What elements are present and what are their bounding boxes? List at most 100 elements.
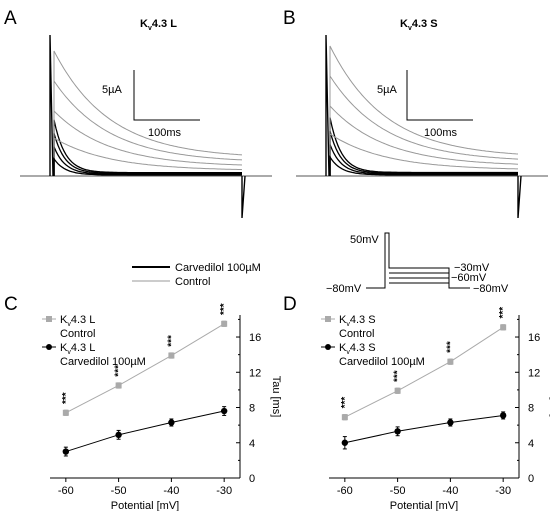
- scale-bar-a-current: 5µA: [102, 84, 122, 96]
- trace-control: [329, 133, 518, 176]
- legend-label-line2: Control: [339, 328, 374, 340]
- scale-bar-b-current: 5µA: [377, 84, 397, 96]
- significance-marker: ***: [393, 370, 404, 382]
- x-tick-label: -60: [337, 485, 353, 497]
- trace-carvedilol: [329, 155, 518, 176]
- protocol-step-top-label: −30mV: [454, 262, 490, 274]
- data-point-square: [341, 414, 348, 421]
- data-point-circle: [341, 439, 349, 446]
- trace-carvedilol: [329, 144, 518, 176]
- current-traces-a: [20, 34, 272, 219]
- trace-control: [53, 50, 243, 176]
- trace-carvedilol: [53, 133, 242, 176]
- x-tick-label: -40: [163, 485, 179, 497]
- legend-label-line2: Carvedilol 100µM: [60, 356, 146, 368]
- trace-control: [53, 109, 243, 176]
- panel-letter-d: D: [283, 294, 297, 315]
- data-point-square: [500, 324, 507, 331]
- panel-letter-a: A: [4, 8, 17, 29]
- panel-letter-b: B: [283, 8, 296, 29]
- legend-label: Kv4.3 L: [60, 342, 95, 356]
- data-point-square: [62, 409, 69, 416]
- series-line-1: [344, 414, 504, 444]
- protocol-return-label: −80mV: [473, 283, 509, 295]
- data-point-square: [221, 320, 228, 327]
- trace-carvedilol: [53, 146, 242, 176]
- significance-marker: ***: [498, 307, 509, 319]
- series-line-1: [65, 410, 225, 453]
- trace-onset-artifact: [325, 34, 330, 177]
- data-point-square: [115, 382, 122, 389]
- data-point-circle: [115, 431, 122, 439]
- y-tick-label: 8: [249, 403, 255, 415]
- data-point-circle: [168, 419, 175, 426]
- legend-swatch-square: [325, 316, 331, 322]
- legend-swatch-circle: [46, 344, 52, 350]
- trace-offset-artifact: [241, 175, 246, 219]
- x-axis-label: Potential [mV]: [111, 500, 179, 511]
- trace-legend: Carvedilol 100µM Control: [132, 262, 261, 288]
- x-tick-label: -50: [111, 485, 127, 497]
- tau-chart-c: -60 -50 -40 -30 0 4 8 12 16 Potential [mV] Tau [ms…: [42, 303, 282, 511]
- x-tick-label: -60: [58, 485, 74, 497]
- significance-marker: ***: [445, 341, 456, 353]
- legend-label: Kv4.3 S: [339, 342, 376, 356]
- scale-bar-b-time: 100ms: [424, 127, 458, 139]
- y-tick-label: 16: [249, 332, 261, 344]
- series-line-0: [65, 323, 225, 414]
- data-point-square: [447, 358, 454, 365]
- series-line-0: [344, 326, 504, 418]
- x-tick-label: -30: [216, 485, 232, 497]
- trace-carvedilol: [329, 130, 518, 176]
- significance-marker: ***: [114, 365, 125, 377]
- protocol-step-bottom-label: −60mV: [451, 272, 487, 284]
- voltage-protocol: −80mV 50mV −30mV −60mV −80mV: [326, 232, 509, 295]
- y-tick-label: 16: [528, 332, 540, 344]
- legend-swatch-square: [46, 316, 52, 322]
- trace-control: [329, 74, 519, 176]
- legend-label-line2: Carvedilol 100µM: [339, 356, 425, 368]
- data-point-circle: [394, 428, 401, 435]
- trace-control: [329, 104, 519, 176]
- protocol-prepulse-label: 50mV: [350, 234, 379, 246]
- scale-bar-b: 5µA 100ms: [377, 70, 473, 139]
- legend-label-line2: Control: [60, 328, 95, 340]
- trace-onset-artifact: [49, 34, 54, 177]
- significance-marker: ***: [61, 392, 72, 404]
- significance-marker: ***: [166, 335, 177, 347]
- legend-swatch-circle: [325, 344, 331, 350]
- legend-label-carvedilol: Carvedilol 100µM: [175, 262, 261, 274]
- current-traces-b: [296, 34, 548, 219]
- y-tick-label: 4: [249, 438, 255, 450]
- legend-label: Kv4.3 L: [60, 314, 95, 328]
- trace-carvedilol: [53, 156, 242, 176]
- scale-bar-a-time: 100ms: [148, 127, 182, 139]
- legend-label-control: Control: [175, 276, 210, 288]
- trace-carvedilol: [53, 119, 242, 176]
- x-tick-label: -50: [390, 485, 406, 497]
- data-point-square: [168, 352, 175, 359]
- panel-b-title: Kv4.3 S: [400, 18, 438, 32]
- trace-control: [53, 137, 243, 176]
- panel-letter-c: C: [4, 294, 18, 315]
- data-point-circle: [220, 407, 228, 415]
- y-tick-label: 12: [249, 367, 261, 379]
- y-tick-label: 0: [528, 473, 534, 485]
- data-point-circle: [447, 419, 454, 426]
- x-axis-label: Potential [mV]: [390, 500, 458, 511]
- data-point-circle: [62, 448, 70, 455]
- data-point-circle: [499, 412, 507, 419]
- scale-bar-a: 5µA 100ms: [102, 70, 200, 139]
- y-tick-label: 12: [528, 367, 540, 379]
- y-axis-label: Tau [ms]: [270, 376, 282, 418]
- trace-offset-artifact: [517, 175, 522, 219]
- trace-control: [329, 45, 519, 176]
- legend-label: Kv4.3 S: [339, 314, 376, 328]
- protocol-holding-label: −80mV: [326, 283, 362, 295]
- significance-marker: ***: [219, 303, 230, 315]
- y-tick-label: 4: [528, 438, 534, 450]
- x-tick-label: -40: [442, 485, 458, 497]
- panel-a-title: Kv4.3 L: [140, 18, 177, 32]
